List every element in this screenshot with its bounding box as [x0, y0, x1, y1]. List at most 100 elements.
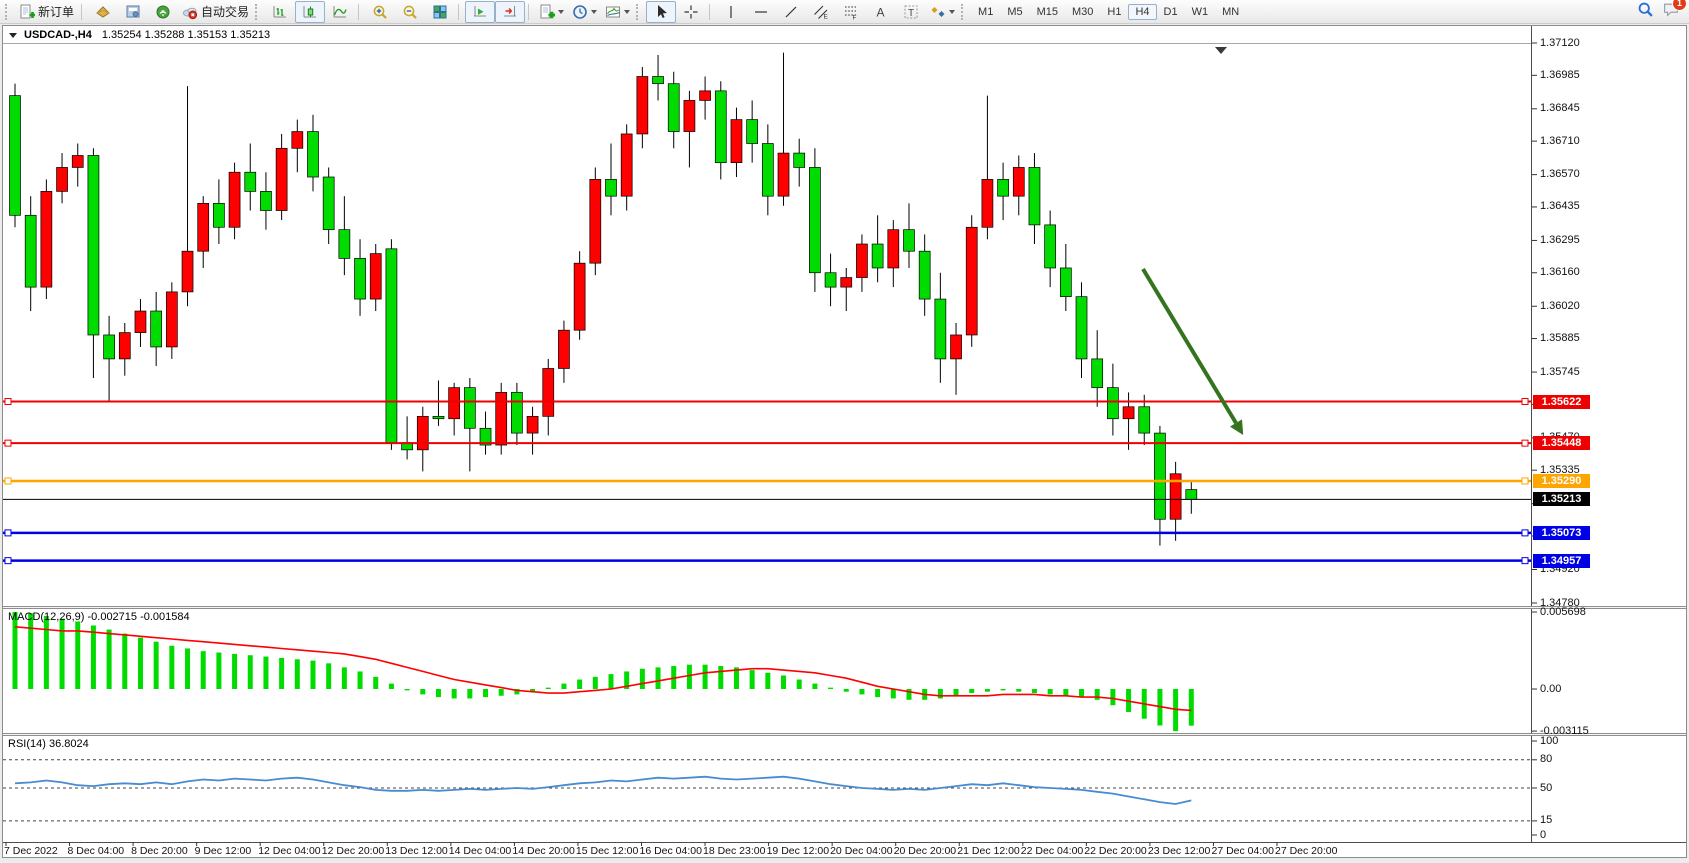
- zoom-out-button[interactable]: [395, 1, 425, 23]
- macd-histogram-bar: [733, 667, 739, 689]
- candle-body: [573, 262, 586, 331]
- candle-body: [934, 298, 947, 360]
- autotrading-button[interactable]: 自动交易: [178, 1, 253, 23]
- timeframe-toolbar: M1 M5 M15 M30 H1 H4 D1 W1 MN: [971, 3, 1246, 20]
- crosshair-tool-button[interactable]: [676, 1, 706, 23]
- timeframe-h1-button[interactable]: H1: [1107, 5, 1122, 18]
- chevron-down-icon: [591, 10, 598, 17]
- macd-scale-label: 0.00: [1540, 682, 1562, 695]
- rsi-scale-label: 15: [1540, 814, 1553, 827]
- horizontal-line-tool-button[interactable]: [746, 1, 776, 23]
- macd-histogram-bar: [185, 648, 191, 689]
- macd-histogram-bar: [467, 689, 473, 699]
- macd-histogram-bar: [388, 683, 394, 689]
- price-line-label[interactable]: 1.35448: [1533, 436, 1590, 451]
- macd-splitter[interactable]: [3, 606, 1686, 609]
- candle-body: [1185, 489, 1198, 500]
- macd-histogram-bar: [263, 656, 269, 689]
- timeframe-m1-button[interactable]: M1: [978, 5, 994, 18]
- auto-scroll-button[interactable]: [465, 0, 496, 23]
- price-tick-label: 1.36845: [1540, 102, 1580, 115]
- macd-histogram-bar: [1094, 689, 1100, 700]
- new-chart-button[interactable]: [535, 1, 568, 23]
- navigator-button[interactable]: [148, 1, 178, 23]
- text-label-tool-button[interactable]: T: [896, 1, 926, 23]
- timeframe-m5-button[interactable]: M5: [1007, 5, 1023, 18]
- price-line-label[interactable]: 1.35073: [1533, 525, 1590, 540]
- time-axis-label: 18 Dec 23:00: [703, 845, 766, 857]
- macd-histogram-bar: [906, 689, 912, 700]
- timeframe-m15-button[interactable]: M15: [1036, 5, 1058, 18]
- price-tick-label: 1.35745: [1540, 365, 1580, 378]
- price-line-label[interactable]: 1.35290: [1533, 474, 1590, 488]
- new-order-button[interactable]: 新订单: [15, 1, 78, 23]
- chart-window[interactable]: USDCAD-,H4 1.35254 1.35288 1.35153 1.352…: [2, 25, 1687, 858]
- candle-body: [1107, 387, 1119, 420]
- macd-histogram-bar: [106, 629, 112, 689]
- candle-body: [291, 131, 304, 149]
- candle-body: [950, 334, 962, 360]
- timeframe-w1-button[interactable]: W1: [1191, 5, 1209, 18]
- candlestick-mode-button[interactable]: [295, 0, 326, 23]
- trendline-tool-button[interactable]: [776, 1, 806, 23]
- macd-histogram-bar: [232, 653, 238, 689]
- rsi-splitter[interactable]: [3, 733, 1686, 736]
- zoom-in-button[interactable]: [365, 1, 395, 23]
- rsi-scale-label: 0: [1540, 828, 1547, 841]
- timeframe-m30-button[interactable]: M30: [1072, 5, 1094, 18]
- market-watch-button[interactable]: [88, 1, 118, 23]
- macd-histogram-bar: [969, 689, 975, 694]
- data-window-button[interactable]: [118, 1, 148, 23]
- templates-button[interactable]: [601, 1, 634, 23]
- search-icon[interactable]: [1637, 1, 1654, 23]
- candle-body: [213, 202, 225, 228]
- candle-body: [746, 119, 758, 144]
- time-axis-label: 20 Dec 20:00: [893, 845, 957, 857]
- macd-histogram-bar: [483, 689, 489, 698]
- price-tick-label: 1.36570: [1540, 168, 1580, 181]
- toolbar-grip: [636, 3, 642, 20]
- candle-body: [307, 131, 319, 178]
- macd-histogram-bar: [122, 633, 128, 689]
- candle-body: [432, 415, 445, 420]
- candle-body: [699, 90, 711, 101]
- macd-indicator-label: MACD(12,26,9) -0.002715 -0.001584: [8, 611, 190, 623]
- chart-title-bar[interactable]: USDCAD-,H4 1.35254 1.35288 1.35153 1.352…: [3, 26, 1531, 44]
- price-line-label[interactable]: 1.35622: [1533, 394, 1590, 409]
- chat-button[interactable]: 1: [1662, 0, 1687, 23]
- timeframe-h4-button[interactable]: H4: [1128, 3, 1157, 20]
- candle-body: [1012, 167, 1025, 197]
- price-line-label[interactable]: 1.34957: [1533, 553, 1590, 568]
- macd-histogram-bar: [451, 689, 457, 699]
- chart-canvas[interactable]: [3, 26, 1686, 857]
- timeframe-d1-button[interactable]: D1: [1163, 5, 1178, 18]
- chevron-down-icon: [624, 10, 631, 17]
- main-toolbar: 新订单 自动交易: [0, 0, 1689, 24]
- bar-chart-mode-button[interactable]: [265, 1, 295, 23]
- cursor-tool-button[interactable]: [646, 0, 677, 23]
- period-selector-button[interactable]: [568, 1, 601, 23]
- price-tick-label: 1.36985: [1540, 68, 1580, 81]
- time-axis-label: 23 Dec 12:00: [1147, 845, 1211, 857]
- tile-windows-button[interactable]: [425, 1, 455, 23]
- arrows-tool-button[interactable]: [926, 1, 959, 23]
- zoom-in-icon: [372, 4, 388, 20]
- line-chart-mode-button[interactable]: [325, 1, 355, 23]
- candle-body: [903, 229, 915, 252]
- price-tick-label: 1.36435: [1540, 200, 1580, 213]
- chart-shift-button[interactable]: [495, 0, 526, 23]
- text-tool-button[interactable]: A: [866, 1, 896, 23]
- timeframe-mn-button[interactable]: MN: [1222, 5, 1240, 18]
- line-end-handle: [1521, 557, 1529, 565]
- line-chart-icon: [332, 4, 348, 20]
- rsi-scale-label: 50: [1540, 781, 1553, 794]
- macd-histogram-bar: [686, 664, 692, 689]
- vertical-line-tool-button[interactable]: [716, 1, 746, 23]
- candle-body: [24, 214, 37, 288]
- candle-body: [981, 179, 994, 228]
- fibonacci-tool-button[interactable]: F: [836, 1, 866, 23]
- candle-body: [56, 167, 68, 192]
- macd-histogram-bar: [1188, 689, 1194, 726]
- equidistant-channel-tool-button[interactable]: E: [806, 1, 836, 23]
- time-axis-label: 19 Dec 12:00: [766, 845, 830, 857]
